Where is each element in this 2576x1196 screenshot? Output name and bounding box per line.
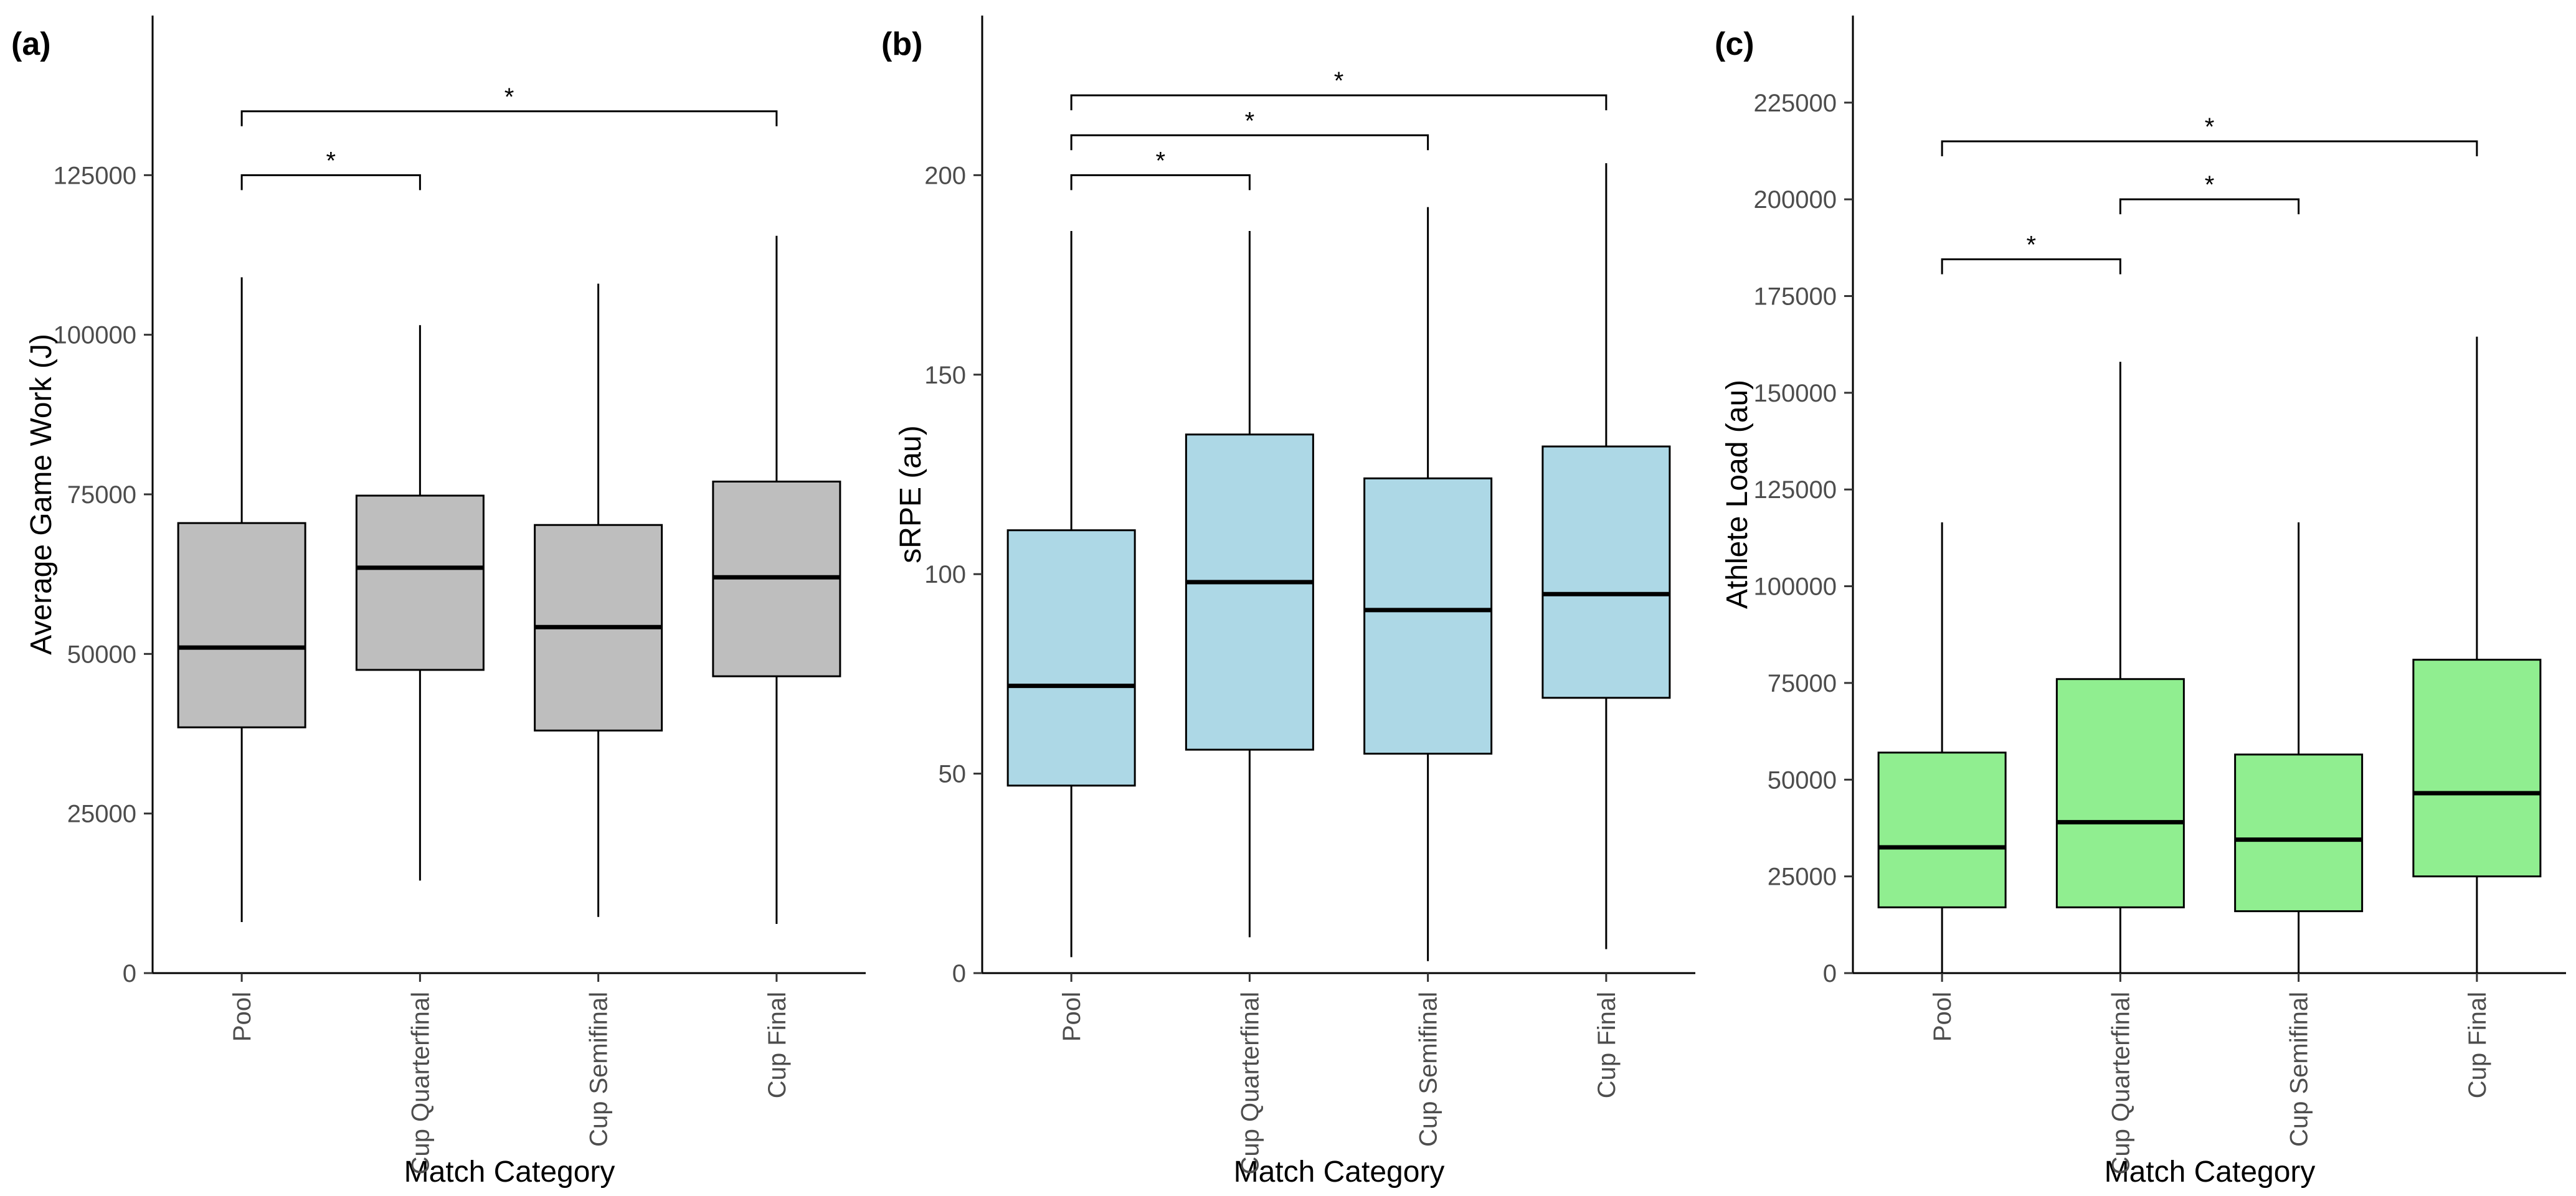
y-axis-title: sRPE (au) bbox=[894, 425, 927, 563]
bracket-line bbox=[1070, 134, 1429, 151]
y-tick-label: 75000 bbox=[67, 481, 136, 509]
box-pool bbox=[1877, 522, 2007, 973]
y-axis-title: Average Game Work (J) bbox=[25, 334, 58, 655]
y-tick-label: 50000 bbox=[1768, 766, 1837, 794]
significance-star: * bbox=[1334, 67, 1344, 95]
iqr-box bbox=[2055, 678, 2185, 908]
x-axis-title: Match Category bbox=[2105, 1156, 2316, 1189]
iqr-box bbox=[355, 494, 485, 671]
x-tick-label: Cup Final bbox=[2464, 992, 2491, 1098]
significance-bracket: * bbox=[1070, 107, 1429, 151]
x-axis-title: Match Category bbox=[404, 1156, 615, 1189]
box-cup-semifinal bbox=[534, 283, 663, 917]
iqr-box bbox=[1185, 433, 1314, 751]
x-tick-label: Pool bbox=[229, 992, 256, 1042]
significance-bracket: * bbox=[2119, 171, 2300, 215]
box-cup-final bbox=[2412, 336, 2542, 973]
y-tick-label: 50000 bbox=[67, 641, 136, 668]
y-tick-label: 100000 bbox=[1754, 573, 1837, 601]
y-tick-label: 125000 bbox=[54, 162, 136, 189]
y-tick-label: 225000 bbox=[1754, 90, 1837, 117]
y-tick-label: 75000 bbox=[1768, 670, 1837, 697]
box-cup-final bbox=[1541, 163, 1671, 949]
box-pool bbox=[177, 277, 306, 922]
significance-star: * bbox=[2205, 113, 2215, 141]
bracket-line bbox=[240, 110, 778, 126]
significance-star: * bbox=[504, 83, 514, 111]
y-tick-label: 0 bbox=[1823, 960, 1837, 987]
x-tick-label: Pool bbox=[1058, 992, 1086, 1042]
panel-a: (a) 0 25000 50000 75000 100000 125000 Average G… bbox=[11, 16, 866, 1189]
y-axis-title: Athlete Load (au) bbox=[1721, 380, 1754, 609]
x-tick-label: Cup Quarterfinal bbox=[1236, 992, 1264, 1174]
x-tick-label: Cup Semifinal bbox=[585, 992, 613, 1147]
y-tick-label: 200 bbox=[924, 162, 966, 189]
panel-label: (b) bbox=[881, 26, 922, 62]
y-tick-label: 50 bbox=[939, 761, 967, 788]
x-tick-label: Cup Quarterfinal bbox=[407, 992, 434, 1174]
y-tick-label: 175000 bbox=[1754, 283, 1837, 311]
x-tick-label: Cup Semifinal bbox=[2286, 992, 2313, 1147]
iqr-box bbox=[1006, 529, 1136, 787]
y-tick-label: 25000 bbox=[67, 801, 136, 828]
x-tick-label: Pool bbox=[1929, 992, 1956, 1042]
y-tick-label: 150000 bbox=[1754, 380, 1837, 407]
box-cup-quarterfinal bbox=[1185, 231, 1314, 938]
significance-bracket: * bbox=[240, 83, 778, 126]
iqr-box bbox=[2234, 753, 2364, 913]
panel-c: (c) 0 25000 50000 75000 100000 125000 150000 175… bbox=[1715, 16, 2566, 1189]
y-tick-label: 125000 bbox=[1754, 476, 1837, 504]
panel-label: (c) bbox=[1715, 26, 1754, 62]
y-tick-label: 25000 bbox=[1768, 864, 1837, 891]
x-axis-title: Match Category bbox=[1234, 1156, 1445, 1189]
iqr-box bbox=[1541, 445, 1671, 699]
significance-star: * bbox=[2026, 231, 2036, 258]
box-pool bbox=[1006, 231, 1136, 958]
iqr-box bbox=[1877, 751, 2007, 908]
box-cup-final bbox=[712, 235, 841, 925]
y-tick-label: 100000 bbox=[54, 322, 136, 349]
box-cup-semifinal bbox=[1363, 207, 1493, 961]
y-tick-label: 0 bbox=[952, 960, 966, 987]
iqr-box bbox=[2412, 659, 2542, 878]
bracket-line bbox=[1941, 140, 2478, 156]
bracket-line bbox=[240, 174, 421, 191]
x-tick-label: Cup Final bbox=[764, 992, 791, 1098]
panel-label: (a) bbox=[11, 26, 51, 62]
significance-star: * bbox=[1245, 107, 1255, 134]
x-tick-label: Cup Semifinal bbox=[1415, 992, 1442, 1147]
box-cup-semifinal bbox=[2234, 522, 2364, 973]
iqr-box bbox=[177, 522, 306, 728]
iqr-box bbox=[1363, 477, 1493, 755]
x-tick-label: Cup Quarterfinal bbox=[2107, 992, 2134, 1174]
significance-bracket: * bbox=[1070, 147, 1251, 191]
y-tick-label: 0 bbox=[123, 960, 136, 987]
significance-star: * bbox=[326, 147, 336, 174]
bracket-line bbox=[1070, 94, 1608, 111]
box-cup-quarterfinal bbox=[2055, 362, 2185, 973]
bracket-line bbox=[1941, 258, 2121, 275]
bracket-line bbox=[1070, 174, 1251, 191]
significance-bracket: * bbox=[1941, 231, 2121, 275]
x-tick-label: Cup Final bbox=[1593, 992, 1621, 1098]
significance-bracket: * bbox=[1070, 67, 1608, 111]
significance-bracket: * bbox=[1941, 113, 2478, 156]
significance-star: * bbox=[2205, 171, 2215, 199]
significance-bracket: * bbox=[240, 147, 421, 191]
box-cup-quarterfinal bbox=[355, 325, 485, 881]
bracket-line bbox=[2119, 198, 2300, 215]
y-tick-label: 150 bbox=[924, 362, 966, 389]
y-tick-label: 200000 bbox=[1754, 186, 1837, 214]
panel-b: (b) 0 50 100 150 200 sRPE (au) Match Category Po… bbox=[881, 16, 1695, 1189]
significance-star: * bbox=[1155, 147, 1165, 174]
y-tick-label: 100 bbox=[924, 561, 966, 588]
